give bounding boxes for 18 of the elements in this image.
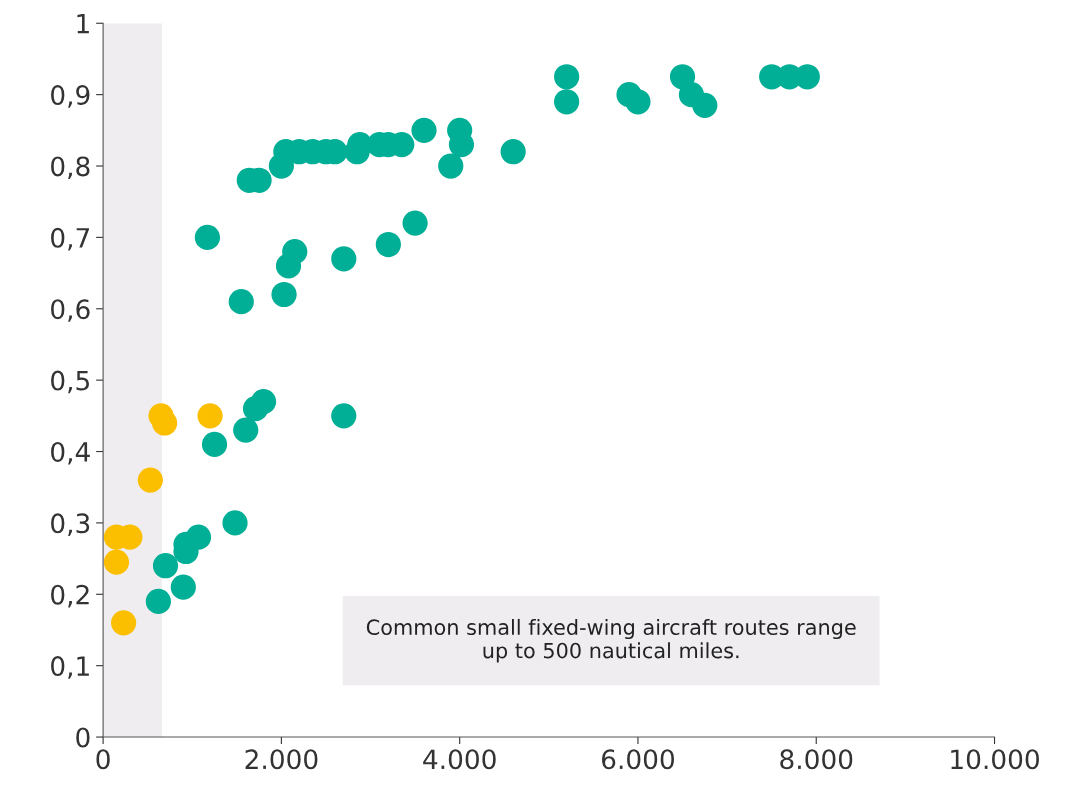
x-tick-label: 6.000 xyxy=(602,749,674,770)
y-tick-label: 0,1 xyxy=(51,656,89,679)
y-tick-label: 0,8 xyxy=(51,156,90,180)
y-tick-label: 0,4 xyxy=(51,441,90,465)
y-tick-label: 0,3 xyxy=(51,513,90,536)
y-tick-label: 0 xyxy=(76,727,90,748)
y-tick-label: 1 xyxy=(77,14,89,34)
annotation: Common small fixed-wing aircraft routes range up to 500 nautical miles. xyxy=(366,618,856,663)
y-tick-label: 0,5 xyxy=(51,370,89,394)
y-tick-label: 0,9 xyxy=(51,85,90,108)
x-tick-label: 10.000 xyxy=(951,749,1039,770)
x-tick-label: 0 xyxy=(96,749,110,770)
x-tick-label: 4.000 xyxy=(423,749,496,770)
x-tick-label: 2.000 xyxy=(245,749,318,770)
y-tick-label: 0,2 xyxy=(51,584,89,608)
y-tick-label: 0,7 xyxy=(51,227,90,251)
y-tick-label: 0,6 xyxy=(51,299,90,322)
x-tick-label: 8.000 xyxy=(780,749,853,770)
